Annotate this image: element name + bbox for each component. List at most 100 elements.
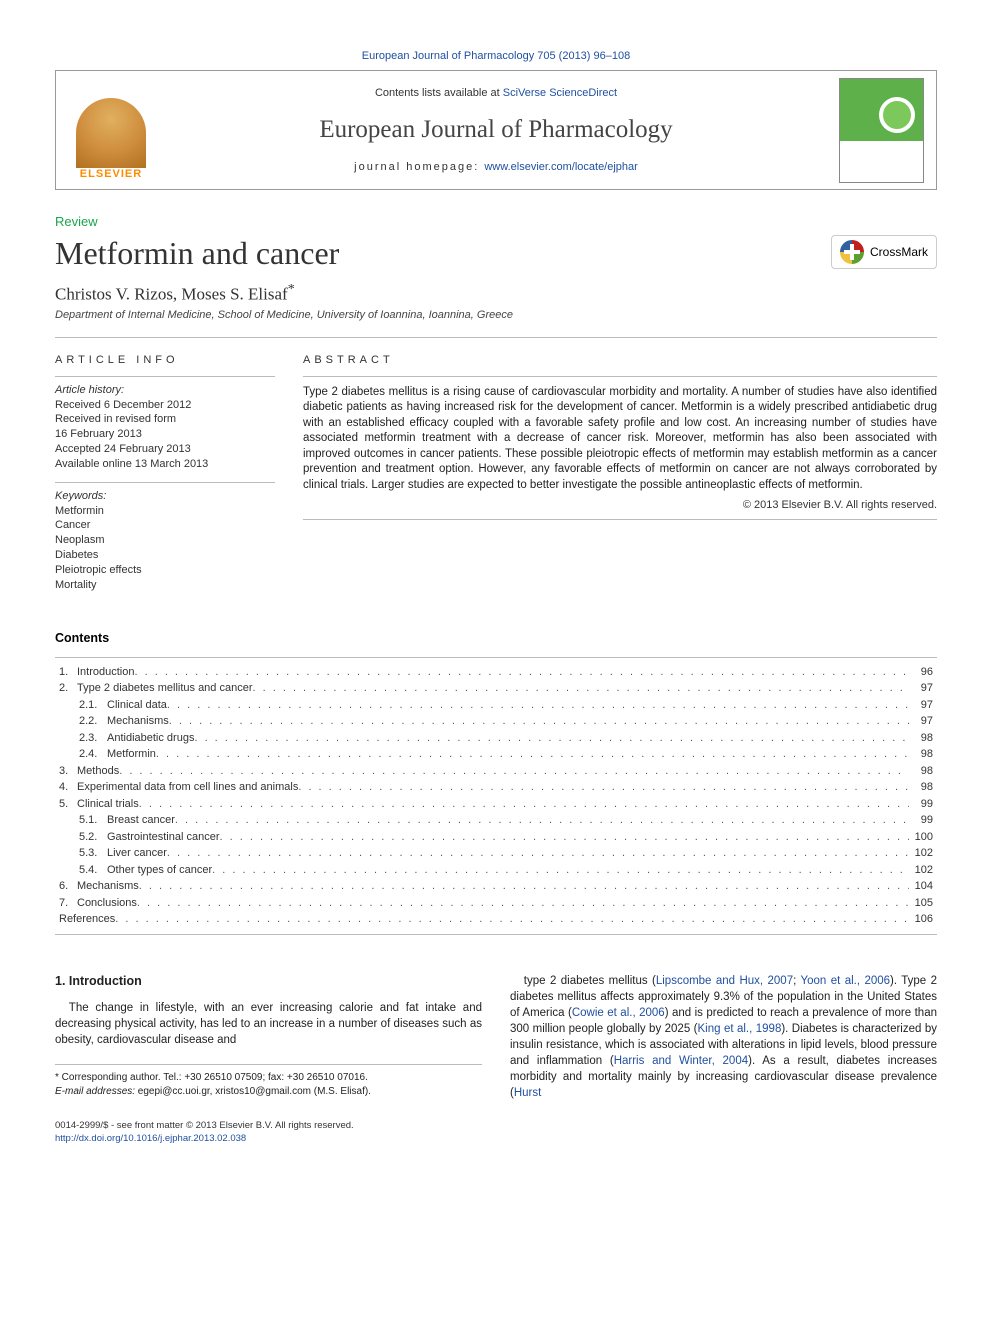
elsevier-tree-icon	[76, 98, 146, 168]
sciencedirect-link[interactable]: SciVerse ScienceDirect	[503, 87, 617, 99]
journal-name: European Journal of Pharmacology	[166, 116, 826, 144]
toc-leader	[115, 911, 909, 928]
body-columns: 1. Introduction The change in lifestyle,…	[55, 973, 937, 1146]
email-footnote: E-mail addresses: egepi@cc.uoi.gr, xrist…	[55, 1085, 482, 1099]
toc-row: 7.Conclusions 105	[55, 895, 937, 912]
toc-num: 7.	[55, 895, 77, 912]
citation-link[interactable]: Cowie et al., 2006	[572, 1007, 665, 1019]
email-addresses: egepi@cc.uoi.gr, xristos10@gmail.com (M.…	[135, 1086, 371, 1097]
toc-label: Metformin	[107, 746, 156, 763]
abstract-rule-bottom	[303, 519, 937, 520]
toc-row: 5.Clinical trials99	[55, 796, 937, 813]
abstract-column: ABSTRACT Type 2 diabetes mellitus is a r…	[303, 354, 937, 593]
corresponding-footnote: * Corresponding author. Tel.: +30 26510 …	[55, 1071, 482, 1085]
homepage-line: journal homepage: www.elsevier.com/locat…	[166, 161, 826, 173]
citation-link[interactable]: Lipscombe and Hux, 2007	[656, 975, 793, 987]
toc-page: 98	[909, 730, 937, 747]
toc-label: Conclusions	[77, 895, 137, 912]
top-journal-ref-link[interactable]: European Journal of Pharmacology 705 (20…	[362, 50, 630, 62]
toc-num: 2.4.	[55, 746, 107, 763]
publisher-name: ELSEVIER	[80, 168, 142, 180]
toc-page: 105	[909, 895, 937, 912]
toc-page: 100	[909, 829, 937, 846]
toc-num: 5.	[55, 796, 77, 813]
toc-leader	[175, 812, 909, 829]
history-line: Received 6 December 2012	[55, 398, 275, 413]
toc-page: 98	[909, 763, 937, 780]
toc-num: 5.4.	[55, 862, 107, 879]
toc-page: 97	[909, 697, 937, 714]
toc-leader	[194, 730, 909, 747]
keyword: Neoplasm	[55, 533, 275, 548]
history-title: Article history:	[55, 383, 275, 398]
contents-heading: Contents	[55, 631, 937, 645]
keyword: Cancer	[55, 518, 275, 533]
keyword: Mortality	[55, 578, 275, 593]
toc-num: 4.	[55, 779, 77, 796]
toc-label: Breast cancer	[107, 812, 175, 829]
contents-prefix: Contents lists available at	[375, 87, 503, 99]
toc-label: Clinical trials	[77, 796, 139, 813]
toc-label: Mechanisms	[107, 713, 169, 730]
article-history: Article history: Received 6 December 201…	[55, 376, 275, 472]
toc-leader	[169, 713, 909, 730]
meta-row: ARTICLE INFO Article history: Received 6…	[55, 337, 937, 593]
abstract-text: Type 2 diabetes mellitus is a rising cau…	[303, 385, 937, 494]
toc-label: Type 2 diabetes mellitus and cancer	[77, 680, 253, 697]
toc-label: Introduction	[77, 664, 134, 681]
toc-num: 6.	[55, 878, 77, 895]
toc-leader	[212, 862, 909, 879]
toc-num: 2.3.	[55, 730, 107, 747]
homepage-link[interactable]: www.elsevier.com/locate/ejphar	[484, 161, 637, 173]
toc-leader	[137, 895, 909, 912]
crossmark-label: CrossMark	[870, 245, 928, 259]
paper-title: Metformin and cancer	[55, 235, 339, 272]
toc-page: 102	[909, 845, 937, 862]
journal-header-center: Contents lists available at SciVerse Sci…	[166, 71, 826, 189]
toc-page: 99	[909, 812, 937, 829]
keyword: Metformin	[55, 504, 275, 519]
section-heading: 1. Introduction	[55, 973, 482, 991]
citation-link[interactable]: Hurst	[514, 1087, 541, 1099]
abstract-copyright: © 2013 Elsevier B.V. All rights reserved…	[303, 499, 937, 511]
keyword: Diabetes	[55, 548, 275, 563]
crossmark-icon	[840, 240, 864, 264]
homepage-prefix: journal homepage:	[354, 161, 484, 173]
toc-num: 5.1.	[55, 812, 107, 829]
doi-link[interactable]: http://dx.doi.org/10.1016/j.ejphar.2013.…	[55, 1133, 246, 1144]
toc-leader	[139, 796, 909, 813]
affiliation: Department of Internal Medicine, School …	[55, 309, 937, 321]
toc-label: Clinical data	[107, 697, 167, 714]
history-line: Received in revised form	[55, 412, 275, 427]
citation-link[interactable]: King et al., 1998	[698, 1023, 782, 1035]
toc-num: 5.3.	[55, 845, 107, 862]
keywords-block: Keywords: Metformin Cancer Neoplasm Diab…	[55, 482, 275, 593]
toc-num: 3.	[55, 763, 77, 780]
citation-link[interactable]: Harris and Winter, 2004	[614, 1055, 748, 1067]
article-type-label: Review	[55, 214, 937, 229]
toc-row: 2.1.Clinical data97	[55, 697, 937, 714]
toc-leader	[167, 845, 909, 862]
keywords-title: Keywords:	[55, 489, 275, 504]
toc-num: 2.	[55, 680, 77, 697]
footnotes: * Corresponding author. Tel.: +30 26510 …	[55, 1064, 482, 1098]
toc-leader	[119, 763, 909, 780]
left-column: 1. Introduction The change in lifestyle,…	[55, 973, 482, 1146]
history-line: Available online 13 March 2013	[55, 457, 275, 472]
toc-page: 102	[909, 862, 937, 879]
toc-page: 97	[909, 713, 937, 730]
toc-leader	[167, 697, 909, 714]
article-info-label: ARTICLE INFO	[55, 354, 275, 366]
toc-page: 96	[909, 664, 937, 681]
toc-row: 2.2.Mechanisms97	[55, 713, 937, 730]
body-para: type 2 diabetes mellitus (Lipscombe and …	[510, 973, 937, 1102]
crossmark-badge[interactable]: CrossMark	[831, 235, 937, 269]
journal-cover-cell	[826, 71, 936, 189]
corresponding-marker: *	[288, 282, 295, 297]
toc-row: 5.1.Breast cancer 99	[55, 812, 937, 829]
toc-row: 6.Mechanisms104	[55, 878, 937, 895]
toc-label: Gastrointestinal cancer	[107, 829, 220, 846]
toc-label: Antidiabetic drugs	[107, 730, 194, 747]
citation-link[interactable]: Yoon et al., 2006	[801, 975, 891, 987]
title-row: Metformin and cancer CrossMark	[55, 235, 937, 272]
